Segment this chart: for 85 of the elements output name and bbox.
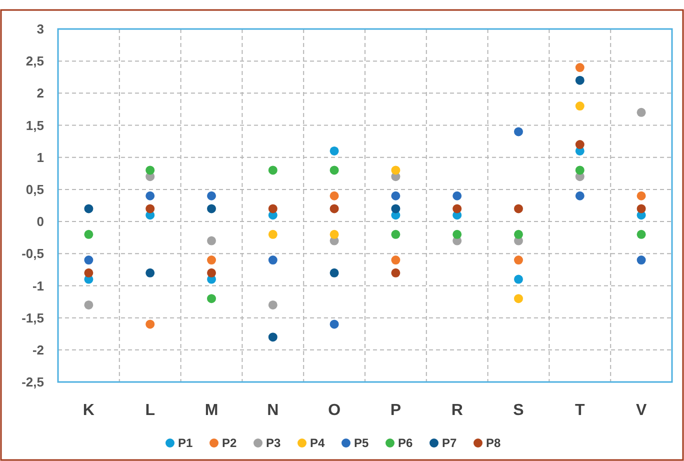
y-tick-label: 0,5 xyxy=(26,182,44,198)
point xyxy=(636,108,646,117)
point xyxy=(452,204,462,214)
point xyxy=(330,166,339,175)
y-tick-label: -1,5 xyxy=(22,310,44,326)
y-tick-label: -1 xyxy=(32,278,44,294)
point xyxy=(268,300,278,310)
point xyxy=(391,191,400,200)
point xyxy=(575,102,584,111)
point xyxy=(452,230,462,239)
point xyxy=(207,236,216,246)
point xyxy=(514,256,523,265)
point xyxy=(268,256,278,265)
point xyxy=(268,204,278,214)
point xyxy=(146,204,155,214)
point xyxy=(575,63,584,72)
point xyxy=(636,256,646,265)
x-tick-label: V xyxy=(636,402,647,419)
y-tick-label: -0,5 xyxy=(22,246,44,262)
point xyxy=(207,191,216,200)
point xyxy=(207,268,216,278)
point xyxy=(575,166,584,175)
point xyxy=(575,76,584,85)
point xyxy=(84,204,94,214)
point xyxy=(636,230,646,239)
y-tick-label: 0 xyxy=(36,214,44,230)
point xyxy=(391,204,400,214)
point xyxy=(391,268,400,278)
legend-label: P3 xyxy=(266,436,282,450)
point xyxy=(84,300,94,310)
point xyxy=(514,274,523,284)
point xyxy=(84,268,94,278)
y-tick-label: 1 xyxy=(36,150,44,165)
x-tick-label: K xyxy=(82,402,95,419)
point xyxy=(84,230,94,239)
x-tick-label: T xyxy=(575,402,586,419)
legend-label: P4 xyxy=(310,436,326,450)
point xyxy=(330,268,339,278)
x-tick-label: L xyxy=(145,402,156,419)
point xyxy=(146,268,155,278)
x-tick-label: S xyxy=(513,402,524,419)
x-tick-label: M xyxy=(204,402,218,419)
point xyxy=(514,294,523,304)
point xyxy=(146,166,155,175)
legend-label: P1 xyxy=(178,436,194,450)
point xyxy=(330,191,339,200)
legend-label: P7 xyxy=(442,436,458,450)
legend-label: P2 xyxy=(222,436,238,450)
point xyxy=(514,204,523,214)
point xyxy=(146,320,155,329)
y-tick-label: 2 xyxy=(36,86,44,101)
point xyxy=(636,191,646,200)
point xyxy=(636,204,646,214)
y-tick-label: 3 xyxy=(36,22,44,37)
point xyxy=(330,146,339,156)
point xyxy=(514,127,523,136)
point xyxy=(330,230,339,239)
point xyxy=(514,230,523,239)
point xyxy=(575,191,584,200)
x-tick-label: P xyxy=(390,402,402,419)
y-tick-label: -2 xyxy=(32,342,44,358)
point xyxy=(84,256,94,265)
y-tick-label: -2,5 xyxy=(22,374,44,390)
point xyxy=(452,191,462,200)
point xyxy=(391,230,400,239)
point xyxy=(268,166,278,175)
point xyxy=(330,204,339,214)
point xyxy=(207,256,216,265)
legend-label: P6 xyxy=(398,436,414,450)
point xyxy=(391,256,400,265)
point xyxy=(207,294,216,304)
legend-label: P8 xyxy=(486,436,502,450)
point xyxy=(391,166,400,175)
y-tick-label: 2,5 xyxy=(26,54,44,69)
point xyxy=(268,332,278,342)
point xyxy=(146,191,155,200)
y-tick-label: 1,5 xyxy=(26,118,44,133)
point xyxy=(330,320,339,329)
legend-label: P5 xyxy=(354,436,370,450)
x-tick-label: N xyxy=(267,402,279,419)
point xyxy=(268,230,278,239)
x-tick-label: R xyxy=(451,402,464,419)
point xyxy=(207,204,216,214)
point xyxy=(575,140,584,150)
x-tick-label: O xyxy=(328,402,341,419)
